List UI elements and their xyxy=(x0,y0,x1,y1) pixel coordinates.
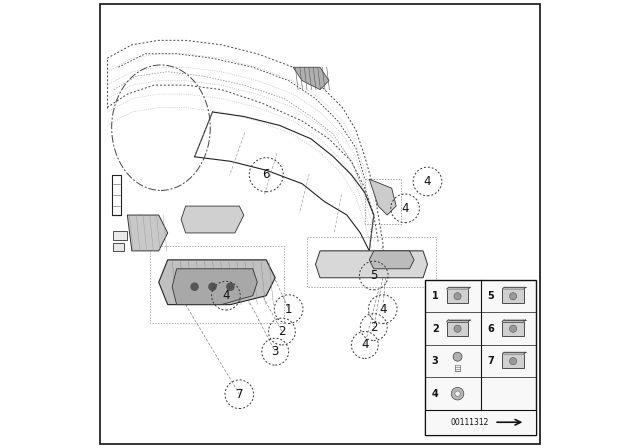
Text: 4: 4 xyxy=(424,175,431,188)
Circle shape xyxy=(451,388,464,400)
Bar xyxy=(113,231,127,240)
Polygon shape xyxy=(127,215,168,251)
Text: 5: 5 xyxy=(487,291,494,301)
Circle shape xyxy=(453,352,462,361)
Text: 4: 4 xyxy=(432,389,438,399)
Text: 5: 5 xyxy=(370,269,378,282)
Bar xyxy=(425,280,536,435)
Bar xyxy=(502,354,524,368)
Circle shape xyxy=(509,293,516,300)
Polygon shape xyxy=(502,352,525,354)
Text: 6: 6 xyxy=(262,168,270,181)
Polygon shape xyxy=(181,206,244,233)
Polygon shape xyxy=(447,320,470,322)
Circle shape xyxy=(209,283,216,290)
Circle shape xyxy=(191,283,198,290)
Circle shape xyxy=(455,391,460,396)
Text: 4: 4 xyxy=(379,302,387,316)
Polygon shape xyxy=(447,287,470,289)
Polygon shape xyxy=(316,251,428,278)
Text: 4: 4 xyxy=(401,202,409,215)
Polygon shape xyxy=(293,67,329,90)
Bar xyxy=(502,289,524,303)
Circle shape xyxy=(454,325,461,332)
Bar xyxy=(113,243,124,251)
Polygon shape xyxy=(172,269,257,305)
Text: 2: 2 xyxy=(278,325,285,338)
Text: 00111312: 00111312 xyxy=(451,418,489,427)
Text: 4: 4 xyxy=(222,289,230,302)
Circle shape xyxy=(509,358,516,365)
Circle shape xyxy=(227,283,234,290)
Bar xyxy=(447,289,468,303)
Text: 1: 1 xyxy=(432,291,438,301)
Polygon shape xyxy=(159,260,275,305)
Text: 7: 7 xyxy=(487,356,494,366)
Text: 4: 4 xyxy=(361,338,369,352)
Text: 3: 3 xyxy=(432,356,438,366)
Text: 3: 3 xyxy=(271,345,279,358)
Polygon shape xyxy=(369,179,396,215)
Text: 6: 6 xyxy=(487,324,494,334)
Polygon shape xyxy=(502,287,525,289)
Bar xyxy=(425,410,536,435)
Bar xyxy=(447,322,468,336)
Text: 7: 7 xyxy=(236,388,243,401)
Bar xyxy=(502,322,524,336)
Circle shape xyxy=(509,325,516,332)
Polygon shape xyxy=(369,251,414,269)
Polygon shape xyxy=(502,320,525,322)
Text: 2: 2 xyxy=(370,320,378,334)
Text: 2: 2 xyxy=(432,324,438,334)
Text: 1: 1 xyxy=(285,302,292,316)
Circle shape xyxy=(454,293,461,300)
